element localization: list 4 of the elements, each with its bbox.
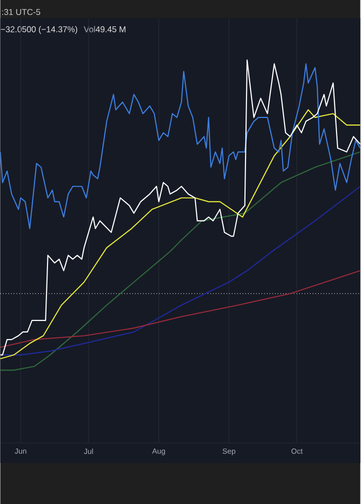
text: Vol [84,26,96,32]
text: −32.0500 (−14.37%) [1,26,78,34]
text: :31 UTC-5 [2,9,40,15]
text: 49.45 M [96,26,126,32]
